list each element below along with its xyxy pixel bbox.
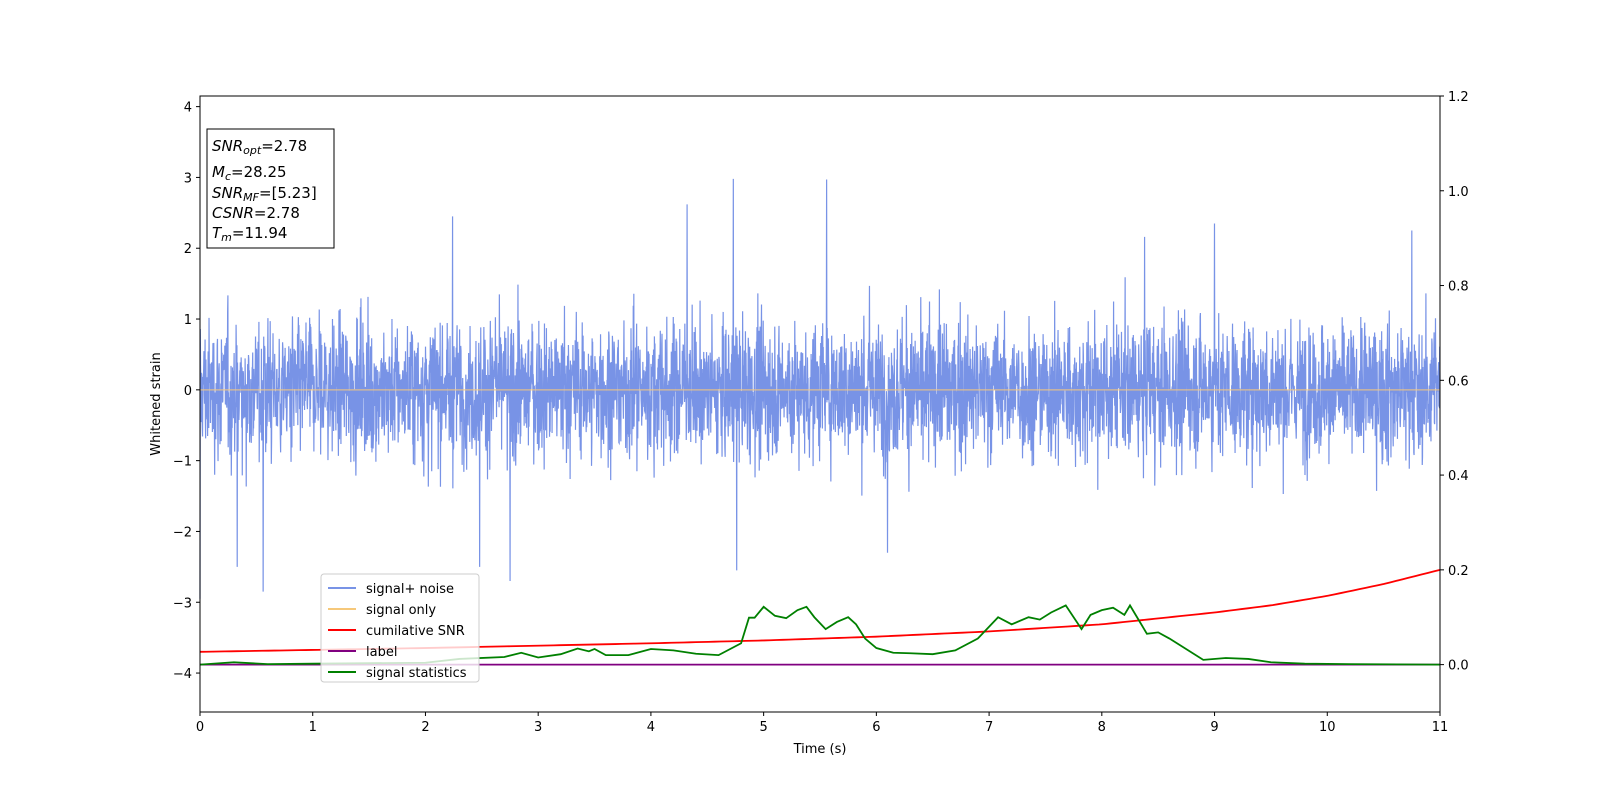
series-signal-statistics (199, 603, 1441, 666)
y-tick-label-left: −1 (173, 455, 192, 470)
legend-label-label: label (366, 645, 397, 660)
y-tick-label-left: 2 (184, 242, 192, 257)
y-tick-label-left: 1 (184, 313, 192, 328)
info-csnr: CSNR=2.78 (212, 204, 300, 222)
series-signal-noise (199, 178, 1441, 599)
info-mc: Mc=28.25 (212, 163, 287, 183)
y-tick-label-right: 0.4 (1448, 469, 1469, 484)
legend-label-stats: signal statistics (366, 666, 467, 681)
y-tick-label-left: 3 (184, 171, 192, 186)
x-tick-label: 6 (872, 720, 880, 735)
x-tick-label: 3 (534, 720, 542, 735)
y-tick-label-left: −4 (173, 667, 192, 682)
legend-frame (320, 573, 480, 683)
info-box-frame (206, 128, 335, 249)
y-tick-label-right: 1.2 (1448, 90, 1469, 105)
y-axis-label: Whitened strain (149, 352, 164, 455)
y-axis-right: 0.0 0.2 0.4 0.6 0.8 1.0 1.2 (1440, 90, 1469, 674)
x-axis-label: Time (s) (793, 742, 847, 757)
y-tick-label-right: 0.2 (1448, 564, 1469, 579)
plot-frame (199, 95, 1441, 713)
legend-label-signal: signal only (366, 603, 436, 618)
x-axis: 0 1 2 3 4 5 6 7 8 9 10 11 (196, 712, 1448, 735)
info-tm: Tm=11.94 (212, 224, 287, 244)
y-tick-label-right: 1.0 (1448, 185, 1469, 200)
info-box: SNRopt=2.78 Mc=28.25 SNRMF=[5.23] CSNR=2… (206, 128, 335, 249)
x-tick-label: 8 (1098, 720, 1106, 735)
x-tick-label: 11 (1432, 720, 1449, 735)
x-tick-label: 9 (1210, 720, 1218, 735)
y-tick-label-right: 0.0 (1448, 659, 1469, 674)
x-tick-label: 2 (421, 720, 429, 735)
legend: signal+ noise signal only cumilative SNR la… (320, 573, 480, 683)
y-tick-label-left: −3 (173, 596, 192, 611)
x-tick-label: 1 (309, 720, 317, 735)
y-tick-label-left: 0 (184, 384, 192, 399)
x-tick-label: 5 (759, 720, 767, 735)
x-tick-label: 4 (647, 720, 655, 735)
y-tick-label-left: 4 (184, 101, 192, 116)
y-tick-label-right: 0.6 (1448, 374, 1469, 389)
y-axis-left: −4 −3 −2 −1 0 1 2 3 4 (173, 101, 200, 682)
x-tick-label: 10 (1319, 720, 1336, 735)
legend-label-noise: signal+ noise (366, 582, 454, 597)
y-tick-label-right: 0.8 (1448, 280, 1469, 295)
x-tick-label: 7 (985, 720, 993, 735)
y-tick-label-left: −2 (173, 525, 192, 540)
info-snr-opt: SNRopt=2.78 (212, 137, 307, 157)
x-tick-label: 0 (196, 720, 204, 735)
info-snr-mf: SNRMF=[5.23] (212, 184, 317, 204)
legend-label-csnr: cumilative SNR (366, 624, 465, 639)
